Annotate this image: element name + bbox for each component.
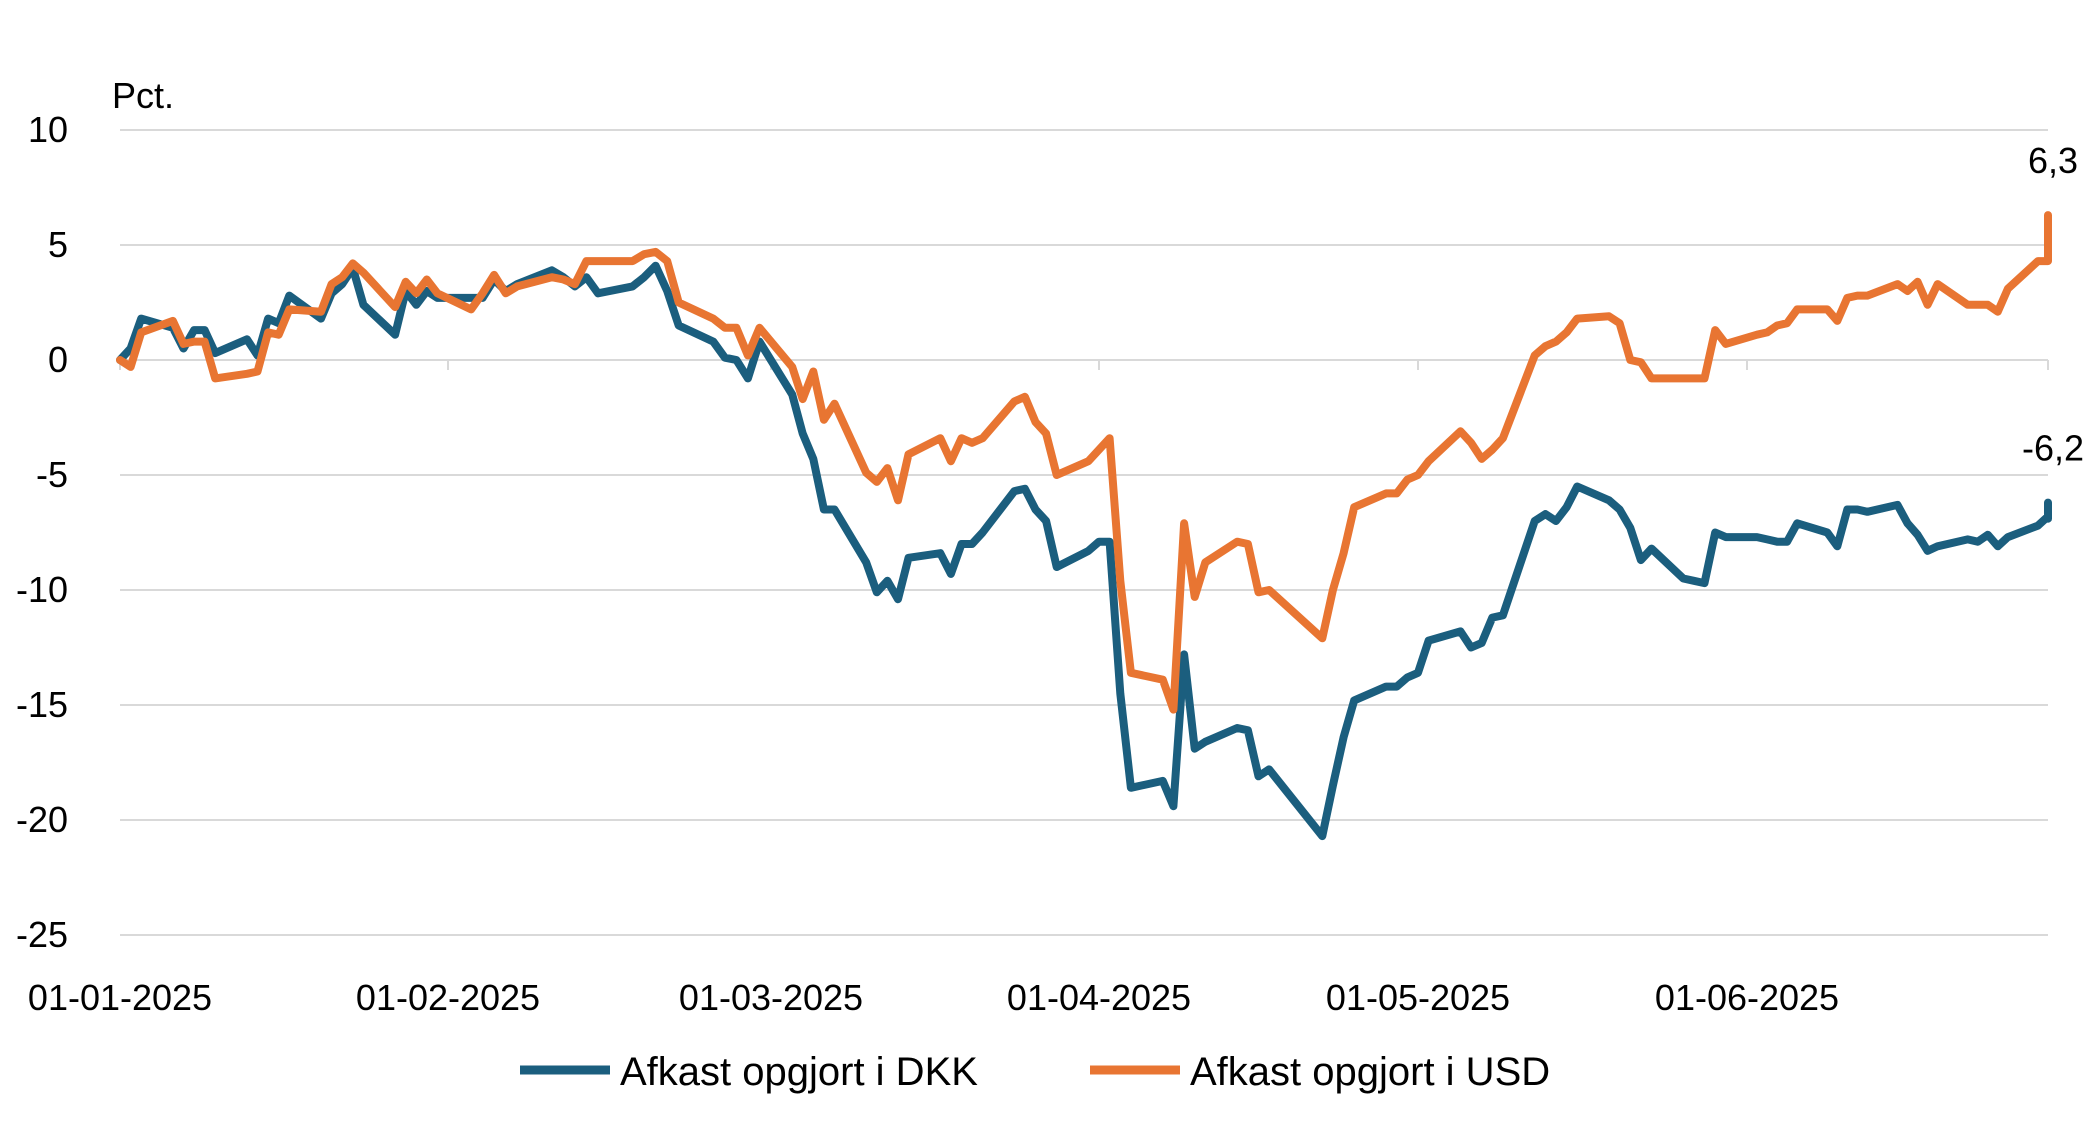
y-tick-label: -10 [16, 569, 68, 610]
legend-label-dkk: Afkast opgjort i DKK [620, 1050, 978, 1094]
x-axis [119, 359, 2049, 370]
x-tick-label: 01-03-2025 [679, 977, 863, 1018]
series-lines [116, 211, 2052, 841]
y-tick-label: 10 [28, 109, 68, 150]
x-tick-label: 01-04-2025 [1007, 977, 1191, 1018]
y-tick-label: -20 [16, 799, 68, 840]
series-line-0 [116, 261, 2052, 841]
y-axis-unit-label: Pct. [112, 75, 174, 116]
x-tick-label: 01-01-2025 [28, 977, 212, 1018]
x-tick-label: 01-02-2025 [356, 977, 540, 1018]
y-tick-label: 0 [48, 339, 68, 380]
x-tick-label: 01-05-2025 [1326, 977, 1510, 1018]
y-axis-ticks: 10 5 0 -5 -10 -15 -20 -25 [16, 109, 68, 955]
y-tick-label: -25 [16, 914, 68, 955]
y-tick-label: -5 [36, 454, 68, 495]
legend: Afkast opgjort i DKK Afkast opgjort i US… [520, 1050, 1550, 1094]
series-line-1 [116, 211, 2052, 714]
series-end-labels: -6,2 6,3 [2022, 140, 2084, 469]
end-value-label: 6,3 [2028, 140, 2078, 181]
end-value-label: -6,2 [2022, 428, 2084, 469]
gridlines [120, 129, 2048, 936]
legend-label-usd: Afkast opgjort i USD [1190, 1050, 1550, 1094]
x-tick-label: 01-06-2025 [1655, 977, 1839, 1018]
x-axis-ticks: 01-01-2025 01-02-2025 01-03-2025 01-04-2025… [28, 977, 1839, 1018]
y-tick-label: 5 [48, 224, 68, 265]
y-tick-label: -15 [16, 684, 68, 725]
